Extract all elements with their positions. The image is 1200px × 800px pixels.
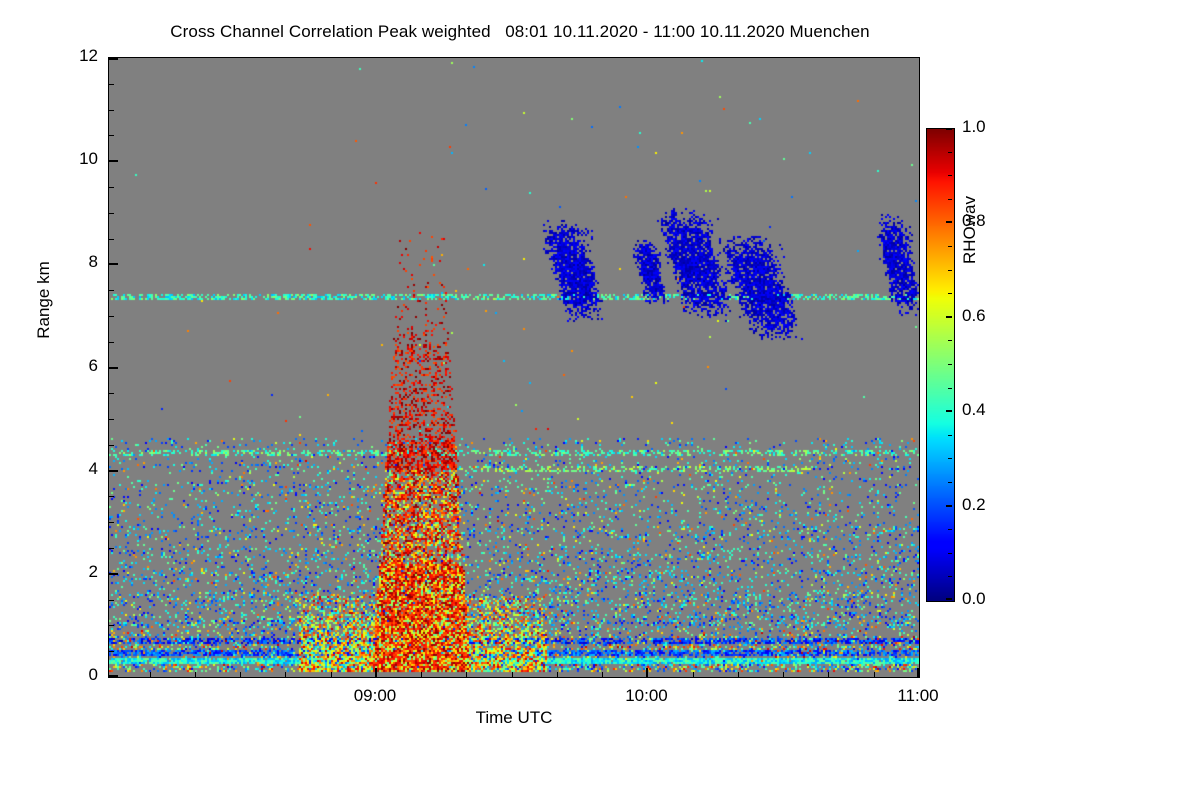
x-axis-tick-label: 09:00: [353, 686, 397, 705]
colorbar-tick: [946, 128, 952, 130]
x-axis-minor-tick: [149, 672, 151, 677]
colorbar-minor-tick: [948, 434, 952, 436]
x-axis-minor-tick: [602, 672, 604, 677]
y-axis-minor-tick: [109, 444, 114, 446]
y-axis-tick: [109, 572, 118, 575]
y-axis-tick-label: 6: [88, 355, 98, 375]
y-axis-tick-label: 4: [88, 458, 98, 478]
plot-area: [108, 57, 920, 678]
y-axis-minor-tick: [109, 496, 114, 498]
colorbar-minor-tick: [948, 576, 952, 578]
y-axis-tick-label: 0: [88, 665, 98, 684]
colorbar-minor-tick: [948, 458, 952, 460]
y-axis-minor-tick: [109, 186, 114, 188]
colorbar-tick-label: 1.0: [962, 117, 986, 136]
x-axis-minor-tick: [511, 672, 513, 677]
colorbar-tick-label: 0.6: [962, 305, 986, 325]
colorbar-tick: [946, 315, 952, 318]
x-axis-minor-tick: [466, 672, 468, 677]
y-axis-tick-label: 8: [88, 252, 98, 272]
y-axis-tick: [109, 58, 118, 60]
colorbar-tick-label: 0.2: [962, 494, 986, 514]
y-axis-minor-tick: [109, 393, 114, 395]
x-axis-minor-tick: [692, 672, 694, 677]
y-axis-minor-tick: [109, 109, 114, 111]
colorbar-tick: [946, 410, 952, 413]
x-axis-tick: [646, 668, 649, 677]
heatmap-canvas: [109, 58, 919, 677]
colorbar-minor-tick: [948, 175, 952, 177]
y-axis-tick: [109, 675, 118, 677]
y-axis-tick: [109, 469, 118, 472]
colorbar-minor-tick: [948, 198, 952, 200]
y-axis-minor-tick: [109, 290, 114, 292]
colorbar-minor-tick: [948, 482, 952, 483]
y-axis-minor-tick: [109, 625, 114, 627]
x-axis-minor-tick: [194, 672, 196, 677]
y-axis-minor-tick: [109, 315, 114, 317]
y-axis-tick-label: 10: [79, 149, 98, 169]
y-axis-tick: [109, 366, 118, 369]
y-axis-minor-tick: [109, 522, 114, 524]
colorbar-minor-tick: [948, 293, 952, 295]
y-axis-tick: [109, 160, 118, 163]
x-axis-minor-tick: [556, 672, 558, 677]
colorbar-minor-tick: [948, 552, 952, 554]
x-axis-minor-tick: [240, 672, 242, 677]
x-axis-tick: [374, 668, 377, 677]
y-axis-tick-label: 2: [88, 561, 98, 581]
x-axis-minor-tick: [421, 672, 423, 677]
colorbar-minor-tick: [948, 269, 952, 271]
colorbar-tick: [946, 504, 952, 507]
x-axis-tick-label: 10:00: [625, 686, 668, 705]
colorbar-label: RHOwav: [960, 196, 979, 265]
colorbar-tick: [946, 598, 952, 600]
colorbar-minor-tick: [948, 340, 952, 342]
x-axis-minor-tick: [873, 672, 875, 677]
x-axis-minor-tick: [737, 672, 739, 677]
y-axis-minor-tick: [109, 135, 114, 137]
colorbar-tick: [946, 221, 952, 224]
x-axis-tick: [917, 668, 919, 677]
colorbar-minor-tick: [948, 246, 952, 247]
x-axis-label: Time UTC: [475, 708, 553, 727]
x-axis-minor-tick: [285, 672, 287, 677]
colorbar-minor-tick: [948, 529, 952, 531]
x-axis-tick-label: 11:00: [897, 686, 939, 705]
y-axis-minor-tick: [109, 341, 114, 343]
x-axis-minor-tick: [828, 672, 830, 677]
y-axis-minor-tick: [109, 419, 114, 421]
colorbar-tick-label: 0.4: [962, 400, 986, 420]
y-axis-minor-tick: [109, 599, 114, 601]
y-axis-minor-tick: [109, 651, 114, 653]
y-axis-minor-tick: [109, 212, 114, 214]
y-axis-tick: [109, 263, 118, 266]
colorbar-tick-label: 0.8: [962, 211, 986, 231]
colorbar-minor-tick: [948, 364, 952, 365]
y-axis-tick-label: 12: [79, 46, 98, 65]
colorbar: 0.0 0.2 0.4 0.6 0.8 1.0: [926, 117, 986, 608]
colorbar-gradient: [926, 128, 955, 602]
x-axis-minor-tick: [330, 672, 332, 677]
y-axis-minor-tick: [109, 83, 114, 85]
x-axis-minor-tick: [783, 672, 785, 677]
y-axis-label: Range km: [34, 261, 53, 339]
y-axis-minor-tick: [109, 548, 114, 550]
colorbar-tick-label: 0.0: [962, 589, 986, 608]
y-axis-minor-tick: [109, 238, 114, 240]
page-title: Cross Channel Correlation Peak weighted …: [170, 22, 870, 41]
colorbar-minor-tick: [948, 151, 952, 153]
colorbar-minor-tick: [948, 387, 952, 389]
